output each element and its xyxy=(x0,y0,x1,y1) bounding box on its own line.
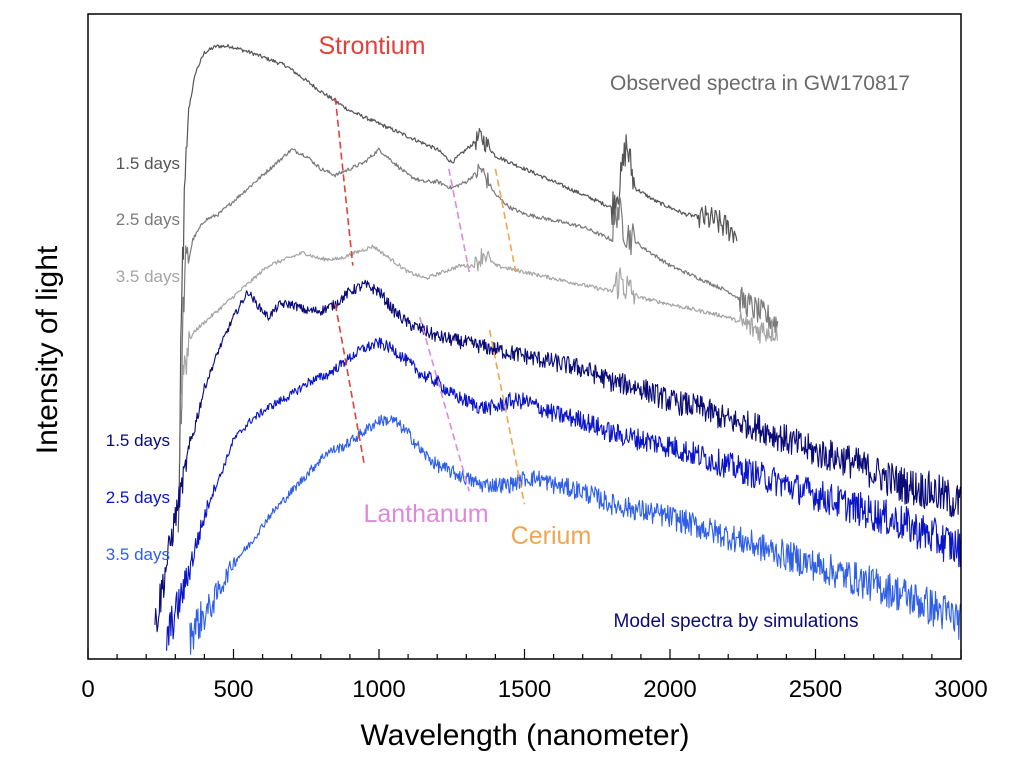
spectrum-model-3 xyxy=(189,414,962,655)
observed-day-label-1: 1.5 days xyxy=(116,154,180,173)
cerium-dashed-line-1 xyxy=(494,168,517,273)
observed-spectra-label: Observed spectra in GW170817 xyxy=(610,72,910,95)
observed-day-label-3: 3.5 days xyxy=(116,267,180,286)
x-tick-label: 3000 xyxy=(934,676,987,703)
model-day-label-3: 3.5 days xyxy=(106,545,170,564)
strontium-dashed-line-2 xyxy=(334,304,366,466)
model-spectra-label: Model spectra by simulations xyxy=(614,611,859,632)
x-tick-label: 0 xyxy=(81,676,94,703)
x-axis-title: Wavelength (nanometer) xyxy=(360,719,689,752)
element-lines-layer xyxy=(334,97,526,505)
spectrum-model-2 xyxy=(166,337,962,651)
x-tick-label: 2000 xyxy=(643,676,696,703)
series-layer xyxy=(154,43,962,655)
lanthanum-label: Lanthanum xyxy=(363,500,488,528)
spectrum-observed-1 xyxy=(177,43,738,533)
spectrum-observed-3 xyxy=(180,244,778,410)
spectrum-model-1 xyxy=(154,279,962,633)
x-tick-label: 500 xyxy=(213,676,253,703)
x-tick-label: 1500 xyxy=(498,676,551,703)
x-ticks-layer: 0 500 1000 1500 2000 2500 3000 xyxy=(81,649,988,703)
model-day-label-1: 1.5 days xyxy=(106,431,170,450)
x-tick-label: 1000 xyxy=(352,676,405,703)
observed-day-label-2: 2.5 days xyxy=(116,210,180,229)
lanthanum-dashed-line-2 xyxy=(418,316,470,492)
y-axis-title: Intensity of light xyxy=(31,245,64,454)
cerium-label: Cerium xyxy=(511,522,592,550)
x-tick-label: 2500 xyxy=(789,676,842,703)
lanthanum-dashed-line-1 xyxy=(448,168,470,273)
spectrum-observed-2 xyxy=(179,147,779,464)
cerium-dashed-line-2 xyxy=(488,329,526,505)
strontium-dashed-line-1 xyxy=(334,97,354,266)
strontium-label: Strontium xyxy=(319,32,426,60)
model-day-label-2: 2.5 days xyxy=(106,488,170,507)
